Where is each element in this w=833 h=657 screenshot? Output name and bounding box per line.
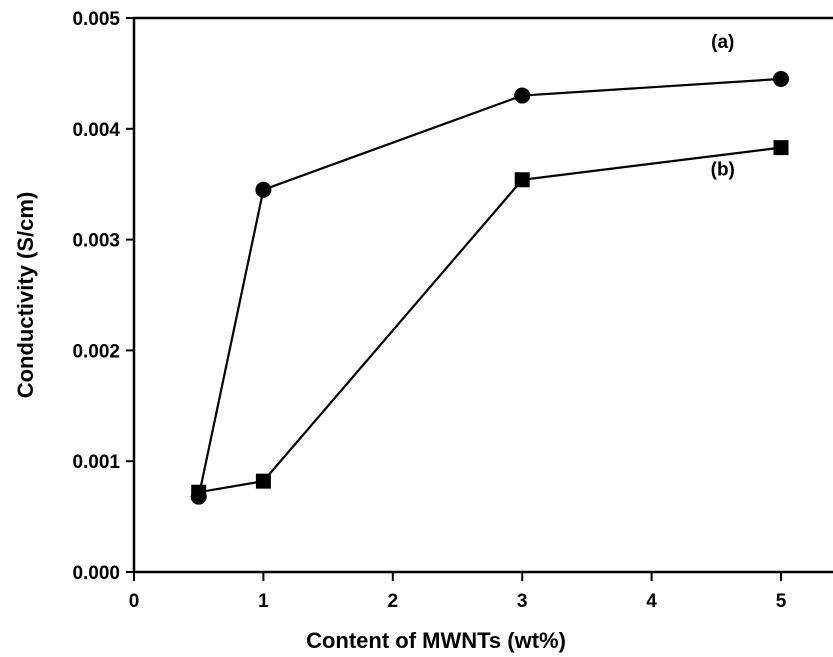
data-point-b xyxy=(255,473,271,489)
data-point-b xyxy=(191,484,207,500)
data-point-a xyxy=(255,181,272,198)
y-tick-label: 0.001 xyxy=(72,452,120,473)
series-layer xyxy=(190,70,789,505)
y-tick-label: 0.002 xyxy=(72,341,120,362)
data-point-a xyxy=(514,87,531,104)
data-point-b xyxy=(514,172,530,188)
labels-layer: 0.000 0.001 0.002 0.003 0.004 0.005 0 1 2 3 4 5 Cont… xyxy=(13,9,787,653)
y-tick-label: 0.003 xyxy=(72,231,120,252)
x-tick-label: 4 xyxy=(646,591,657,612)
series-line-a xyxy=(197,77,782,497)
series-line-b xyxy=(198,146,782,494)
x-tick-label: 2 xyxy=(388,591,399,612)
y-axis-title: Conductivity (S/cm) xyxy=(13,192,38,399)
series-annotation-b: (b) xyxy=(711,159,735,180)
x-axis-title: Content of MWNTs (wt%) xyxy=(306,628,566,653)
y-tick-label: 0.000 xyxy=(72,563,120,584)
x-tick-label: 1 xyxy=(258,591,269,612)
y-tick-label: 0.004 xyxy=(72,120,120,141)
x-tick-label: 0 xyxy=(129,591,140,612)
data-point-a xyxy=(773,70,789,87)
x-tick-label: 5 xyxy=(776,591,787,612)
axes xyxy=(126,16,833,581)
data-point-b xyxy=(773,140,789,156)
x-tick-label: 3 xyxy=(517,591,528,612)
series-annotation-a: (a) xyxy=(711,32,734,53)
y-tick-label: 0.005 xyxy=(72,9,120,30)
